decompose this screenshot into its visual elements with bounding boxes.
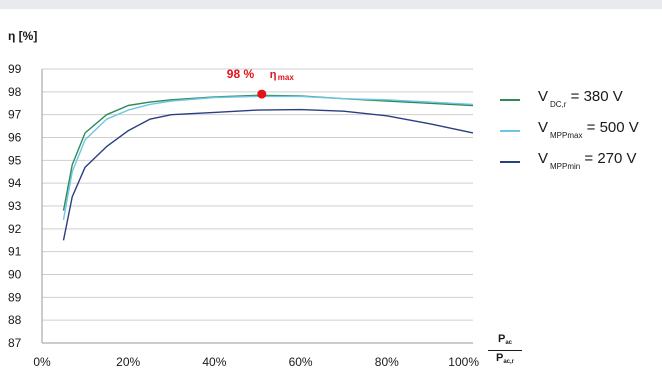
x-tick-label-0: 0%: [33, 355, 51, 369]
y-tick-label-87: 87: [8, 336, 22, 350]
y-tick-label-93: 93: [8, 199, 22, 213]
y-tick-label-92: 92: [8, 222, 22, 236]
y-tick-label-98: 98: [8, 85, 22, 99]
series-line-vmppmax: [62, 95, 474, 220]
max-efficiency-symbol: η: [270, 69, 277, 81]
legend-swatch-vmppmin: [500, 161, 520, 163]
legend-label-vmppmax: V MPPmax = 500 V: [538, 119, 639, 140]
x-unit-fraction-bar: [488, 350, 522, 351]
y-tick-label-97: 97: [8, 108, 22, 122]
y-tick-label-96: 96: [8, 131, 22, 145]
series-line-vdc: [62, 94, 474, 211]
x-tick-label-40: 40%: [202, 355, 226, 369]
top-band: [0, 0, 662, 9]
y-tick-label-90: 90: [8, 268, 22, 282]
y-tick-label-89: 89: [8, 290, 22, 304]
y-tick-label-88: 88: [8, 313, 22, 327]
x-unit-denominator: Pac,r: [495, 352, 515, 365]
max-efficiency-point: [257, 89, 267, 99]
y-tick-label-94: 94: [8, 176, 22, 190]
legend-label-vmppmin: V MPPmin = 270 V: [538, 150, 637, 171]
max-efficiency-subscript: max: [278, 73, 295, 82]
y-axis-title: η [%]: [8, 29, 38, 43]
y-tick-label-95: 95: [8, 153, 22, 167]
legend-swatch-vdc: [500, 99, 520, 101]
legend-swatch-vmppmax: [500, 130, 520, 132]
x-axis-unit-fraction: Pac Pac,r: [488, 333, 522, 368]
y-tick-label-91: 91: [8, 245, 22, 259]
y-tick-label-99: 99: [8, 62, 22, 76]
x-unit-numerator: Pac: [497, 333, 513, 346]
legend-label-vdc: V DC,r = 380 V: [538, 88, 623, 109]
x-tick-label-60: 60%: [289, 355, 313, 369]
x-tick-label-80: 80%: [375, 355, 399, 369]
x-tick-label-100: 100%: [448, 355, 479, 369]
series-line-vmppmin: [62, 108, 474, 241]
max-efficiency-label: 98 %: [227, 67, 255, 81]
x-tick-label-20: 20%: [116, 355, 140, 369]
